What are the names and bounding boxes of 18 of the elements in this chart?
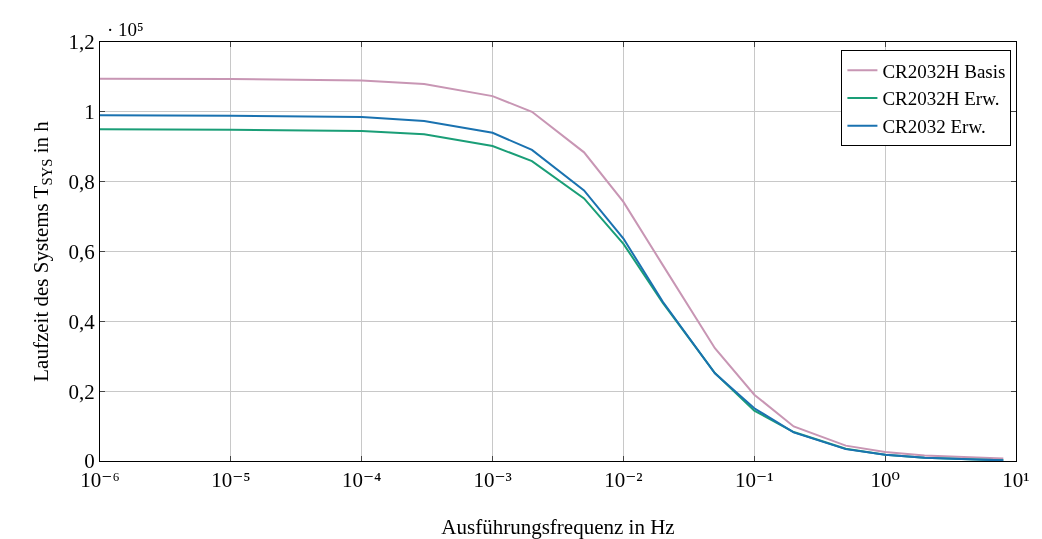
y-tick-label: 0,6	[68, 239, 95, 264]
y-tick-label: 1,2	[68, 30, 95, 55]
x-tick-label: 10⁻⁴	[342, 468, 382, 493]
y-tick-label: 0,4	[68, 309, 96, 334]
y-tick-label: 1	[84, 100, 95, 125]
y-tick-label: 0,2	[68, 379, 95, 404]
text: · 10⁵	[107, 19, 144, 40]
x-tick-label: 10⁻⁵	[211, 468, 251, 493]
legend-label: CR2032 Erw.	[882, 116, 986, 138]
x-tick-label: 10⁻²	[604, 468, 643, 493]
legend-label: CR2032H Erw.	[882, 88, 1000, 110]
x-tick-label: 10⁻³	[473, 468, 512, 493]
x-tick-label: 10⁰	[870, 468, 900, 493]
legend-label: CR2032H Basis	[882, 60, 1006, 82]
x-axis-title: Ausführungsfrequenz in Hz	[441, 515, 675, 539]
x-tick-label: 10¹	[1002, 468, 1030, 493]
x-tick-label: 10⁻¹	[735, 468, 774, 493]
y-tick-label: 0,8	[68, 170, 95, 195]
